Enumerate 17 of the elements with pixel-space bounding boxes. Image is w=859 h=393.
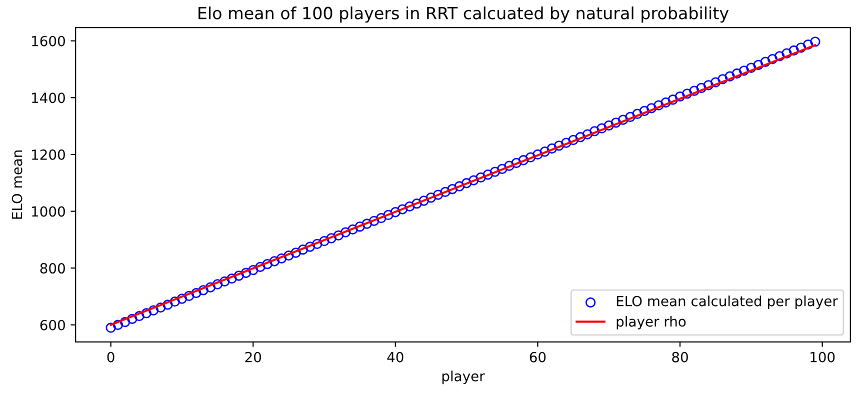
x-tick-label: 40 [387, 352, 404, 362]
legend-label: ELO mean calculated per player [616, 296, 838, 310]
x-tick-label: 100 [810, 352, 835, 362]
y-tick-label: 1400 [32, 92, 65, 104]
x-tick-label: 80 [672, 352, 688, 362]
y-axis-title: ELO mean [12, 150, 22, 219]
y-tick-label: 600 [40, 320, 65, 330]
x-tick-label: 20 [245, 352, 262, 362]
y-tick-label: 1200 [32, 149, 65, 160]
y-tick-label: 1600 [32, 36, 65, 46]
chart-title: Elo mean of 100 players in RRT calcuated by natural probability [198, 6, 729, 23]
y-tick-label: 800 [40, 263, 65, 274]
x-tick-label: 60 [530, 352, 546, 362]
x-tick-label: 0 [107, 352, 114, 362]
legend-label: player rho [616, 316, 686, 330]
y-tick-label: 1000 [32, 206, 65, 217]
x-axis-title: player [442, 370, 485, 384]
